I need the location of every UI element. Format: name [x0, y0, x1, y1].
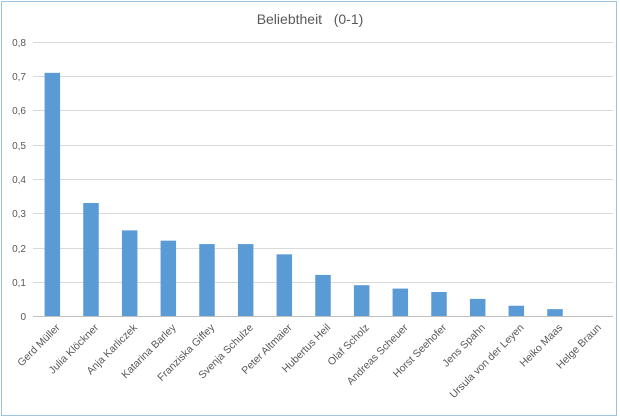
y-tick-label: 0,7 [12, 72, 26, 83]
y-tick-label: 0,2 [12, 244, 26, 255]
x-category-label: Ursula von der Leyen [447, 322, 526, 401]
y-tick-label: 0,5 [12, 141, 26, 152]
y-tick-label: 0,1 [12, 278, 26, 289]
y-axis-ticks: 0 0,1 0,2 0,3 0,4 0,5 0,6 0,7 0,8 [12, 38, 26, 323]
bar [160, 240, 177, 316]
bar [508, 305, 525, 316]
bar [199, 244, 215, 316]
bar [83, 202, 99, 316]
y-tick-label: 0,8 [12, 38, 26, 49]
y-tick-label: 0,3 [12, 209, 26, 220]
bar [469, 298, 486, 317]
bar [237, 244, 254, 316]
bars [44, 72, 563, 317]
bar [121, 230, 138, 317]
chart-title: Beliebtheit (0-1) [257, 11, 364, 27]
bar [276, 254, 293, 316]
y-tick-label: 0,6 [12, 106, 26, 117]
bar [44, 72, 61, 316]
bar [315, 274, 331, 316]
bar [353, 285, 370, 316]
bar [547, 309, 563, 316]
bar [392, 288, 409, 316]
y-tick-label: 0,4 [12, 175, 26, 186]
bar [431, 292, 447, 316]
y-tick-label: 0 [20, 312, 26, 323]
